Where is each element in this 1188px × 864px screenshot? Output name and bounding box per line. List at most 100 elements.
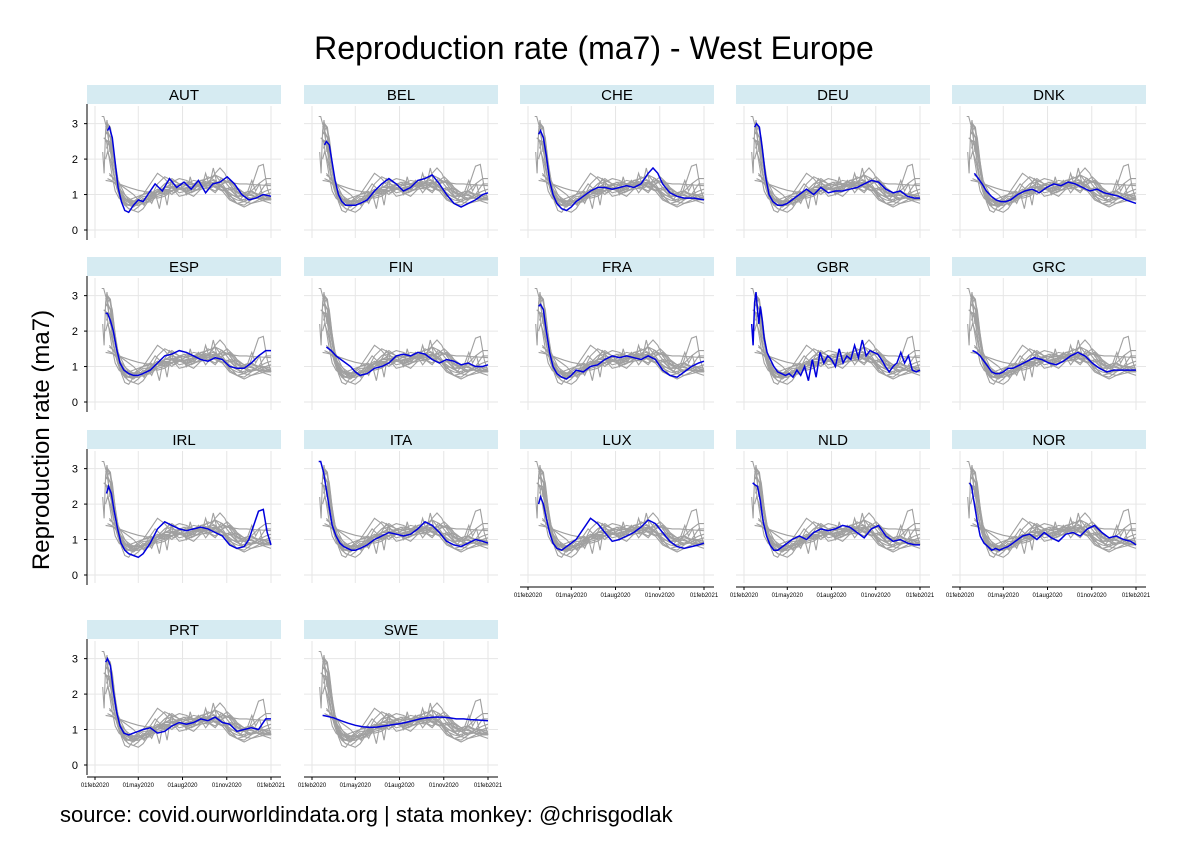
panel-nld: NLD 01feb2020 01may2020 01aug2020 01nov2020 0…	[730, 430, 935, 599]
series-line-swe-grey	[538, 524, 705, 538]
panel-header	[952, 85, 1146, 104]
series-line-nor-grey	[969, 137, 1137, 206]
panel-deu: DEU	[736, 85, 930, 238]
x-tick-label: 01nov2020	[1077, 593, 1107, 599]
panel-header	[520, 85, 714, 104]
y-tick-label: 1	[72, 535, 78, 547]
panel-header	[520, 430, 714, 449]
series-line-irl-grey	[105, 674, 272, 748]
series-line-aut-grey	[324, 125, 489, 213]
panel-header	[736, 430, 930, 449]
series-line-nor-grey	[321, 482, 489, 551]
panel-title: DNK	[1033, 87, 1065, 104]
x-tick-label: 01feb2021	[257, 783, 286, 789]
series-line-nld-grey	[103, 482, 271, 551]
series-line-nld-grey	[536, 137, 704, 206]
series-line-grc-grey	[972, 178, 1136, 203]
series-line-irl-grey	[322, 674, 489, 748]
series-line-prt-grey	[538, 294, 704, 373]
panel-header	[87, 620, 281, 639]
panel-title: ITA	[390, 432, 412, 449]
y-tick-label: 0	[72, 760, 78, 772]
series-line-swe-grey	[754, 351, 921, 365]
panel-title: NLD	[818, 432, 848, 449]
x-tick-label: 01aug2020	[816, 593, 847, 599]
series-line-che	[537, 128, 705, 212]
series-line-prt-grey	[538, 467, 704, 546]
series-line-dnk	[973, 172, 1137, 205]
series-line-grc-grey	[107, 178, 271, 203]
series-line-nor-grey	[537, 309, 705, 378]
panel-title: DEU	[817, 87, 849, 104]
series-line-aut-grey	[972, 470, 1137, 558]
series-line-aut-grey	[324, 297, 489, 385]
series-line-nor-grey	[104, 672, 272, 741]
series-line-prt-grey	[754, 294, 920, 373]
series-line-grc-grey	[107, 523, 271, 548]
series-line-grc-grey	[540, 178, 704, 203]
series-line-irl-grey	[538, 484, 705, 558]
panel-title: GBR	[817, 259, 850, 276]
series-line-nor-grey	[321, 137, 489, 206]
series-line-grc-grey	[756, 523, 920, 548]
x-tick-label: 01feb2020	[298, 783, 327, 789]
x-tick-label: 01may2020	[556, 593, 588, 599]
panel-header	[304, 257, 498, 276]
series-line-grc-grey	[324, 178, 488, 203]
series-line-prt-grey	[970, 294, 1136, 373]
series-line-swe-grey	[105, 351, 272, 365]
series-line-swe-grey	[538, 351, 705, 365]
series-line-swe-grey	[322, 351, 489, 365]
x-tick-label: 01feb2020	[946, 593, 975, 599]
series-line-nld-grey	[103, 137, 271, 206]
y-tick-label: 0	[72, 397, 78, 409]
panel-esp: ESP 0 1 2 3	[72, 257, 281, 412]
series-line-irl-grey	[322, 484, 489, 558]
source-note: source: covid.ourworldindata.org | stata…	[60, 802, 673, 827]
panel-title: PRT	[169, 622, 199, 639]
series-line-nor	[968, 482, 1137, 552]
x-tick-label: 01nov2020	[212, 783, 242, 789]
series-line-aut-grey	[972, 297, 1137, 385]
x-tick-label: 01may2020	[772, 593, 804, 599]
series-line-nld	[752, 482, 920, 551]
series-line-aut-grey	[756, 297, 921, 385]
panel-title: AUT	[169, 87, 199, 104]
x-tick-label: 01feb2021	[474, 783, 503, 789]
panel-header	[304, 430, 498, 449]
series-line-nor-grey	[537, 482, 705, 551]
panel-prt: PRT 0 1 2 3 01feb2020 01may2020 01aug2020 01nov2…	[72, 620, 286, 789]
series-line-aut-grey	[540, 125, 705, 213]
series-line-fin	[325, 346, 489, 377]
panel-header	[304, 620, 498, 639]
series-line-irl-grey	[754, 139, 921, 213]
panel-title: SWE	[384, 622, 418, 639]
series-line-nor-grey	[104, 482, 272, 551]
panel-ita: ITA	[304, 430, 498, 583]
x-tick-label: 01may2020	[340, 783, 372, 789]
y-tick-label: 1	[72, 362, 78, 374]
series-line-aut-grey	[107, 660, 272, 748]
y-tick-label: 3	[72, 464, 78, 476]
series-line-aut-grey	[756, 125, 921, 213]
panel-title: ESP	[169, 259, 199, 276]
series-line-grc-grey	[324, 523, 488, 548]
series-line-swe-grey	[754, 524, 921, 538]
series-line-nor-grey	[753, 482, 921, 551]
series-line-grc-grey	[107, 713, 271, 738]
series-line-nor-grey	[104, 309, 272, 378]
series-line-grc-grey	[107, 350, 271, 375]
panel-lux: LUX 01feb2020 01may2020 01aug2020 01nov2020 0…	[514, 430, 719, 599]
series-line-lux	[537, 494, 705, 552]
series-line-aut	[106, 125, 272, 214]
series-line-nor-grey	[537, 137, 705, 206]
series-line-nld-grey	[320, 309, 488, 378]
y-tick-label: 2	[72, 154, 78, 166]
series-line-swe-grey	[970, 524, 1137, 538]
panel-irl: IRL 0 1 2 3	[72, 430, 281, 585]
y-tick-label: 3	[72, 654, 78, 666]
series-line-irl	[105, 484, 272, 559]
panel-header	[952, 430, 1146, 449]
series-line-swe	[322, 714, 489, 729]
x-tick-label: 01aug2020	[600, 593, 631, 599]
